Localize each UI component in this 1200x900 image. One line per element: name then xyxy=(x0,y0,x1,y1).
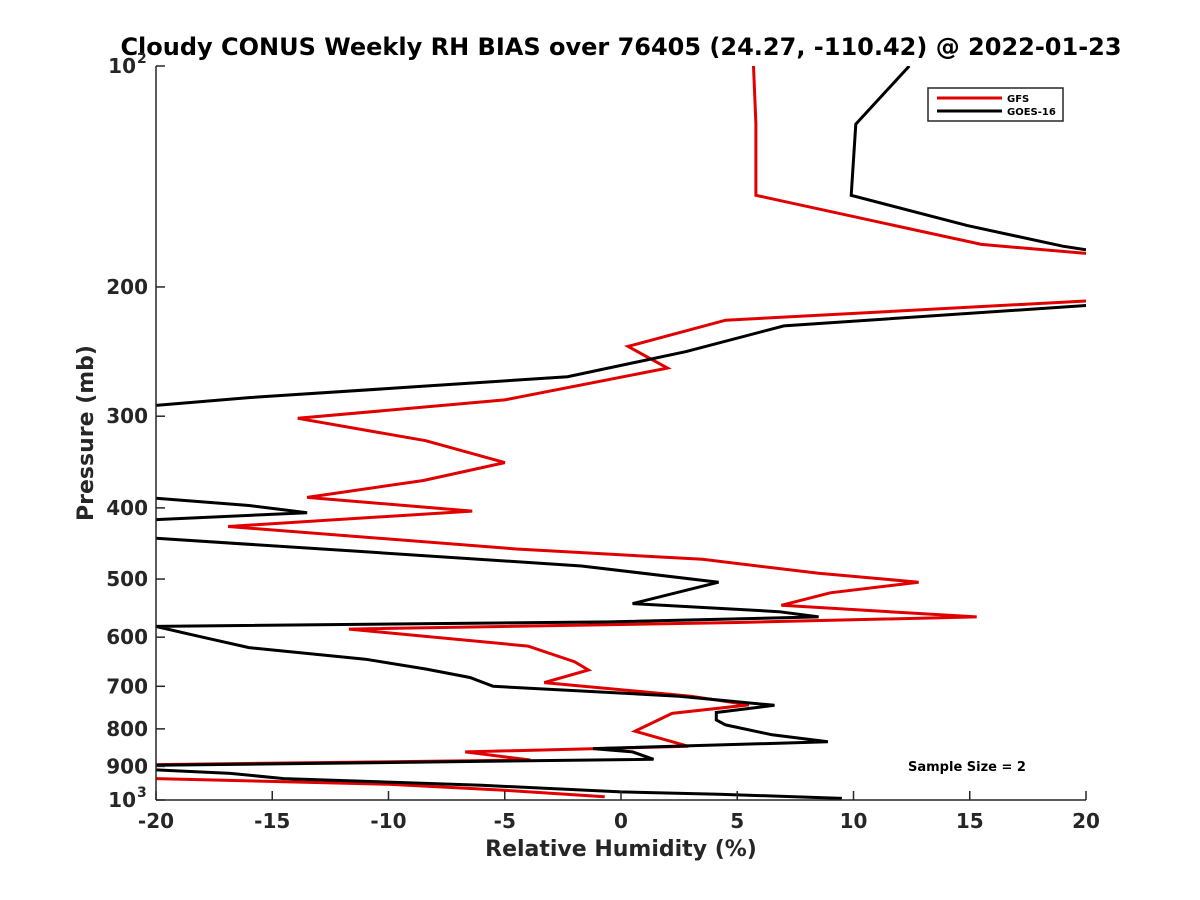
x-tick-label: -5 xyxy=(494,809,516,833)
legend: GFS GOES-16 xyxy=(927,87,1064,122)
y-tick-label: 900 xyxy=(106,754,148,778)
y-tick-label: 200 xyxy=(106,275,148,299)
series-line-goes-16 xyxy=(156,66,1086,800)
y-tick-exponent: 2 xyxy=(137,51,147,67)
legend-label-gfs: GFS xyxy=(1007,94,1029,105)
x-tick-label: 15 xyxy=(956,809,984,833)
x-tick-label: -15 xyxy=(254,809,290,833)
y-tick-label: 10 xyxy=(108,788,136,812)
series-layer xyxy=(156,66,1086,800)
x-tick-label: 5 xyxy=(730,809,744,833)
legend-box xyxy=(927,87,1064,122)
y-tick-label: 300 xyxy=(106,404,148,428)
x-tick-label: -10 xyxy=(370,809,406,833)
y-tick-label: 800 xyxy=(106,717,148,741)
x-tick-label: 10 xyxy=(840,809,868,833)
y-tick-label: 700 xyxy=(106,674,148,698)
y-tick-label: 10 xyxy=(108,54,136,78)
y-tick-exponent: 3 xyxy=(137,785,147,801)
x-axis-label: Relative Humidity (%) xyxy=(485,837,757,862)
series-line-gfs xyxy=(156,66,1086,799)
y-tick-label: 600 xyxy=(106,625,148,649)
sample-size-annotation: Sample Size = 2 xyxy=(908,760,1026,775)
x-tick-label: -20 xyxy=(138,809,174,833)
x-tick-label: 0 xyxy=(614,809,628,833)
y-tick-label: 500 xyxy=(106,567,148,591)
chart-title: Cloudy CONUS Weekly RH BIAS over 76405 (… xyxy=(120,33,1121,61)
y-tick-label: 400 xyxy=(106,496,148,520)
legend-label-goes-16: GOES-16 xyxy=(1007,107,1056,118)
y-axis-label: Pressure (mb) xyxy=(74,345,99,521)
x-tick-label: 20 xyxy=(1072,809,1100,833)
